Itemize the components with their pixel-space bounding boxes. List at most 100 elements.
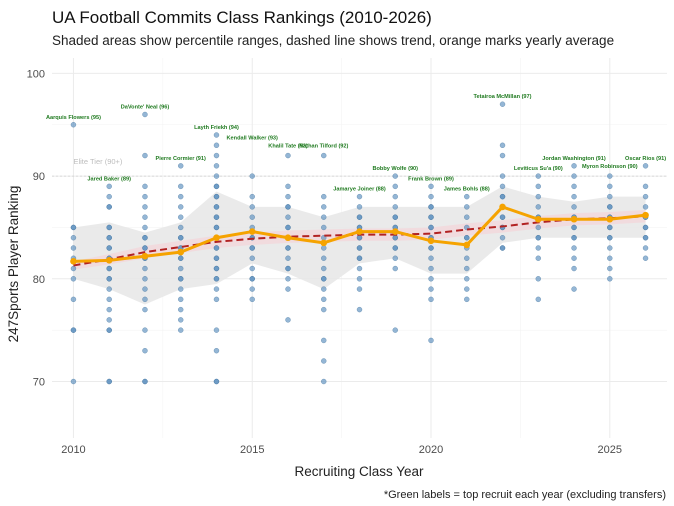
player-point xyxy=(285,265,291,272)
player-point xyxy=(428,214,434,220)
player-point xyxy=(70,234,77,241)
player-point xyxy=(285,183,291,190)
player-point xyxy=(142,193,148,200)
chart-title: UA Football Commits Class Rankings (2010… xyxy=(52,8,432,27)
player-point xyxy=(642,234,649,241)
player-point xyxy=(177,255,184,262)
player-point xyxy=(177,296,184,303)
player-point xyxy=(285,152,291,159)
player-point xyxy=(320,152,327,159)
player-point xyxy=(177,234,184,241)
top-recruit-label: Oscar Rios (91) xyxy=(625,156,666,162)
player-point xyxy=(607,276,613,282)
player-point xyxy=(428,296,434,303)
x-axis-title: Recruiting Class Year xyxy=(294,464,424,479)
top-recruit-label: Pierre Cormier (91) xyxy=(156,156,207,162)
player-point xyxy=(177,224,184,231)
player-point xyxy=(285,204,291,210)
player-point xyxy=(213,276,220,282)
player-point xyxy=(464,234,470,241)
yearly-average-group xyxy=(70,203,649,265)
player-point xyxy=(535,183,542,190)
player-point xyxy=(356,245,363,251)
player-point xyxy=(642,163,649,169)
player-point xyxy=(177,265,184,272)
player-point xyxy=(106,234,112,241)
player-point xyxy=(285,317,291,323)
player-point xyxy=(142,245,148,251)
player-point xyxy=(213,132,220,138)
chart-caption: *Green labels = top recruit each year (e… xyxy=(384,489,666,501)
player-point xyxy=(106,193,112,200)
player-point xyxy=(392,234,399,241)
top-recruit-label: Bobby Wolfe (90) xyxy=(372,166,418,172)
player-point xyxy=(106,224,112,231)
player-point xyxy=(249,296,255,303)
player-point xyxy=(106,296,112,303)
player-point xyxy=(213,296,220,303)
player-point xyxy=(213,224,220,231)
y-tick-label: 100 xyxy=(27,68,45,80)
player-point xyxy=(464,255,470,262)
player-point xyxy=(392,265,399,272)
player-point xyxy=(607,224,613,231)
player-point xyxy=(249,255,255,262)
player-point xyxy=(571,245,577,251)
yearly-average-point xyxy=(606,215,614,223)
player-point xyxy=(142,111,148,118)
player-point xyxy=(499,193,506,200)
player-point xyxy=(213,255,220,262)
yearly-average-point xyxy=(463,241,471,249)
player-point xyxy=(499,173,506,179)
player-point xyxy=(499,234,506,241)
top-recruit-label: Leviticus Su'a (90) xyxy=(514,166,563,172)
player-point xyxy=(106,306,112,313)
player-point xyxy=(464,276,470,282)
yearly-average-point xyxy=(105,257,113,264)
player-point xyxy=(571,286,577,292)
player-point xyxy=(285,255,291,262)
player-point xyxy=(571,163,577,169)
player-point xyxy=(356,286,363,292)
player-point xyxy=(213,163,220,169)
player-point xyxy=(571,255,577,262)
player-point xyxy=(499,183,506,190)
player-point xyxy=(607,193,613,200)
player-point xyxy=(213,142,220,149)
player-point xyxy=(249,173,255,179)
player-point xyxy=(70,245,77,251)
player-point xyxy=(249,265,255,272)
player-point xyxy=(464,265,470,272)
x-tick-label: 2020 xyxy=(419,444,443,456)
y-tick-label: 90 xyxy=(33,171,45,183)
yearly-average-point xyxy=(213,234,220,242)
player-point xyxy=(249,245,255,251)
player-point xyxy=(177,286,184,292)
yearly-average-point xyxy=(177,248,185,256)
player-point xyxy=(106,183,112,190)
player-point xyxy=(535,276,542,282)
player-point xyxy=(285,286,291,292)
player-point xyxy=(142,378,148,385)
player-point xyxy=(213,327,220,333)
player-point xyxy=(213,245,220,251)
yearly-average-point xyxy=(70,258,77,265)
player-point xyxy=(177,163,184,169)
yearly-average-point xyxy=(570,215,578,223)
player-point xyxy=(320,296,327,303)
yearly-average-point xyxy=(427,237,435,245)
player-point xyxy=(106,245,112,251)
player-point xyxy=(499,152,506,159)
player-point xyxy=(142,286,148,292)
player-point xyxy=(535,204,542,210)
yearly-average-point xyxy=(499,203,506,211)
top-recruit-label: Jordan Washington (91) xyxy=(542,156,606,162)
player-point xyxy=(213,152,220,159)
player-point xyxy=(70,327,77,333)
player-point xyxy=(213,193,220,200)
player-point xyxy=(142,183,148,190)
player-point xyxy=(249,214,255,220)
player-point xyxy=(70,265,77,272)
player-point xyxy=(356,306,363,313)
